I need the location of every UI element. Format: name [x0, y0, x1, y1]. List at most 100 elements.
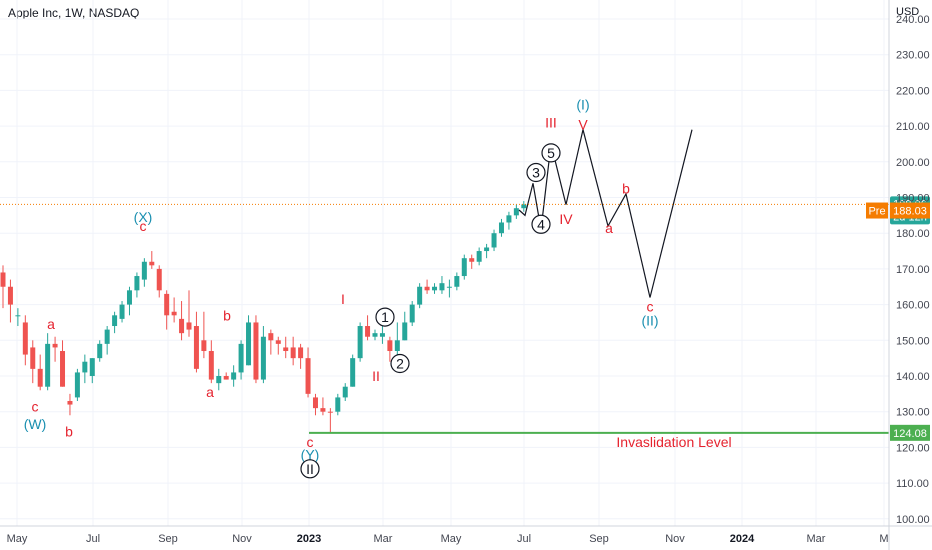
wave-circle-label: II — [306, 461, 314, 477]
candle-body — [164, 293, 170, 316]
wave-circle-marker — [300, 459, 320, 479]
wave-circle-label: 5 — [547, 145, 555, 161]
wave-circle-label: 3 — [532, 165, 540, 181]
wave-circle-marker — [375, 307, 395, 327]
invalidation-value: 124.08 — [893, 428, 927, 440]
pre-market-label: Pre — [868, 206, 885, 218]
candle-body — [0, 272, 6, 287]
x-tick-label: Mar — [807, 533, 826, 545]
candle-body — [149, 261, 155, 266]
wave-label: (X) — [134, 209, 153, 225]
candle-body — [402, 322, 408, 341]
candle-body — [201, 340, 207, 352]
wave-label: III — [545, 115, 557, 131]
candle-body — [513, 208, 519, 216]
wave-circle-marker — [390, 353, 410, 374]
candle-body — [275, 340, 281, 344]
candle-body — [491, 233, 497, 248]
invalidation-tag — [890, 424, 930, 441]
y-tick-label: 210.00 — [896, 121, 930, 133]
candle-body — [238, 343, 244, 373]
y-tick-label: 110.00 — [896, 478, 929, 490]
candle-body — [260, 336, 266, 380]
y-tick-label: 130.00 — [896, 407, 930, 419]
candle-body — [82, 361, 88, 373]
wave-label: b — [223, 307, 231, 323]
y-tick-label: 150.00 — [896, 335, 930, 347]
candle-body — [342, 386, 348, 398]
candle-body — [126, 290, 132, 305]
x-tick-label: May — [7, 533, 28, 545]
x-tick-label: 2024 — [730, 533, 755, 545]
candle-body — [357, 326, 363, 359]
y-tick-label: 220.00 — [896, 85, 930, 97]
candle-body — [498, 222, 504, 234]
candle-body — [409, 304, 415, 323]
candle-body — [7, 286, 13, 305]
candle-body — [268, 333, 274, 341]
x-tick-label: Sep — [158, 533, 178, 545]
candle-body — [223, 376, 229, 380]
y-tick-label: 180.00 — [896, 228, 930, 240]
wave-label: IV — [559, 211, 573, 227]
candle-body — [365, 326, 371, 337]
candle-body — [506, 215, 512, 223]
candle-body — [469, 258, 475, 262]
candle-body — [283, 347, 289, 352]
y-tick-label: 100.00 — [896, 514, 930, 526]
candle-body — [417, 286, 423, 305]
candle-body — [476, 251, 482, 262]
wave-label: (Y) — [301, 447, 320, 463]
candle-body — [231, 372, 237, 380]
pre-market-tag — [890, 202, 930, 219]
wave-label: (W) — [24, 416, 47, 432]
x-tick-label: Jul — [517, 533, 531, 545]
candle-body — [141, 261, 147, 280]
candle-body — [171, 311, 177, 316]
y-tick-label: 170.00 — [896, 264, 930, 276]
wave-circle-marker — [541, 143, 561, 163]
candle-body — [312, 397, 318, 409]
y-tick-label: 190.00 — [896, 193, 930, 205]
candle-body — [461, 258, 467, 277]
candle-body — [432, 286, 438, 291]
candle-body — [186, 322, 192, 330]
wave-label: a — [47, 316, 55, 332]
candle-body — [335, 397, 341, 412]
candle-body — [327, 411, 333, 413]
wave-label: c — [32, 398, 39, 414]
x-tick-label: Nov — [232, 533, 252, 545]
x-tick-label: May — [441, 533, 462, 545]
wave-label: c — [307, 434, 314, 450]
candle-body — [179, 318, 185, 334]
candle-body — [97, 343, 103, 359]
wave-label: b — [622, 181, 630, 197]
candle-body — [52, 343, 58, 348]
wave-label: (I) — [576, 97, 589, 113]
candle-body — [74, 372, 80, 398]
y-tick-label: 140.00 — [896, 371, 930, 383]
candle-body — [424, 286, 430, 291]
candle-body — [439, 283, 445, 291]
candle-body — [208, 351, 214, 380]
x-tick-label: Nov — [665, 533, 685, 545]
candle-body — [484, 247, 490, 252]
candle-body — [350, 358, 356, 387]
wave-circle-marker — [531, 214, 551, 234]
pre-market-value: 188.03 — [893, 206, 927, 218]
wave-circle-label: 4 — [537, 216, 545, 232]
wave-label: c — [140, 218, 147, 234]
invalidation-label: Invaslidation Level — [616, 434, 731, 450]
candle-body — [15, 315, 21, 317]
wave-label: II — [372, 368, 380, 384]
candle-body — [37, 368, 43, 387]
candle-body — [246, 322, 252, 366]
y-tick-label: 120.00 — [896, 442, 930, 454]
candle-body — [387, 340, 393, 352]
pre-market-badge — [866, 202, 888, 219]
candle-body — [104, 329, 110, 344]
y-tick-label: 230.00 — [896, 50, 930, 62]
candle-body — [394, 340, 400, 352]
wave-label: a — [206, 384, 214, 400]
